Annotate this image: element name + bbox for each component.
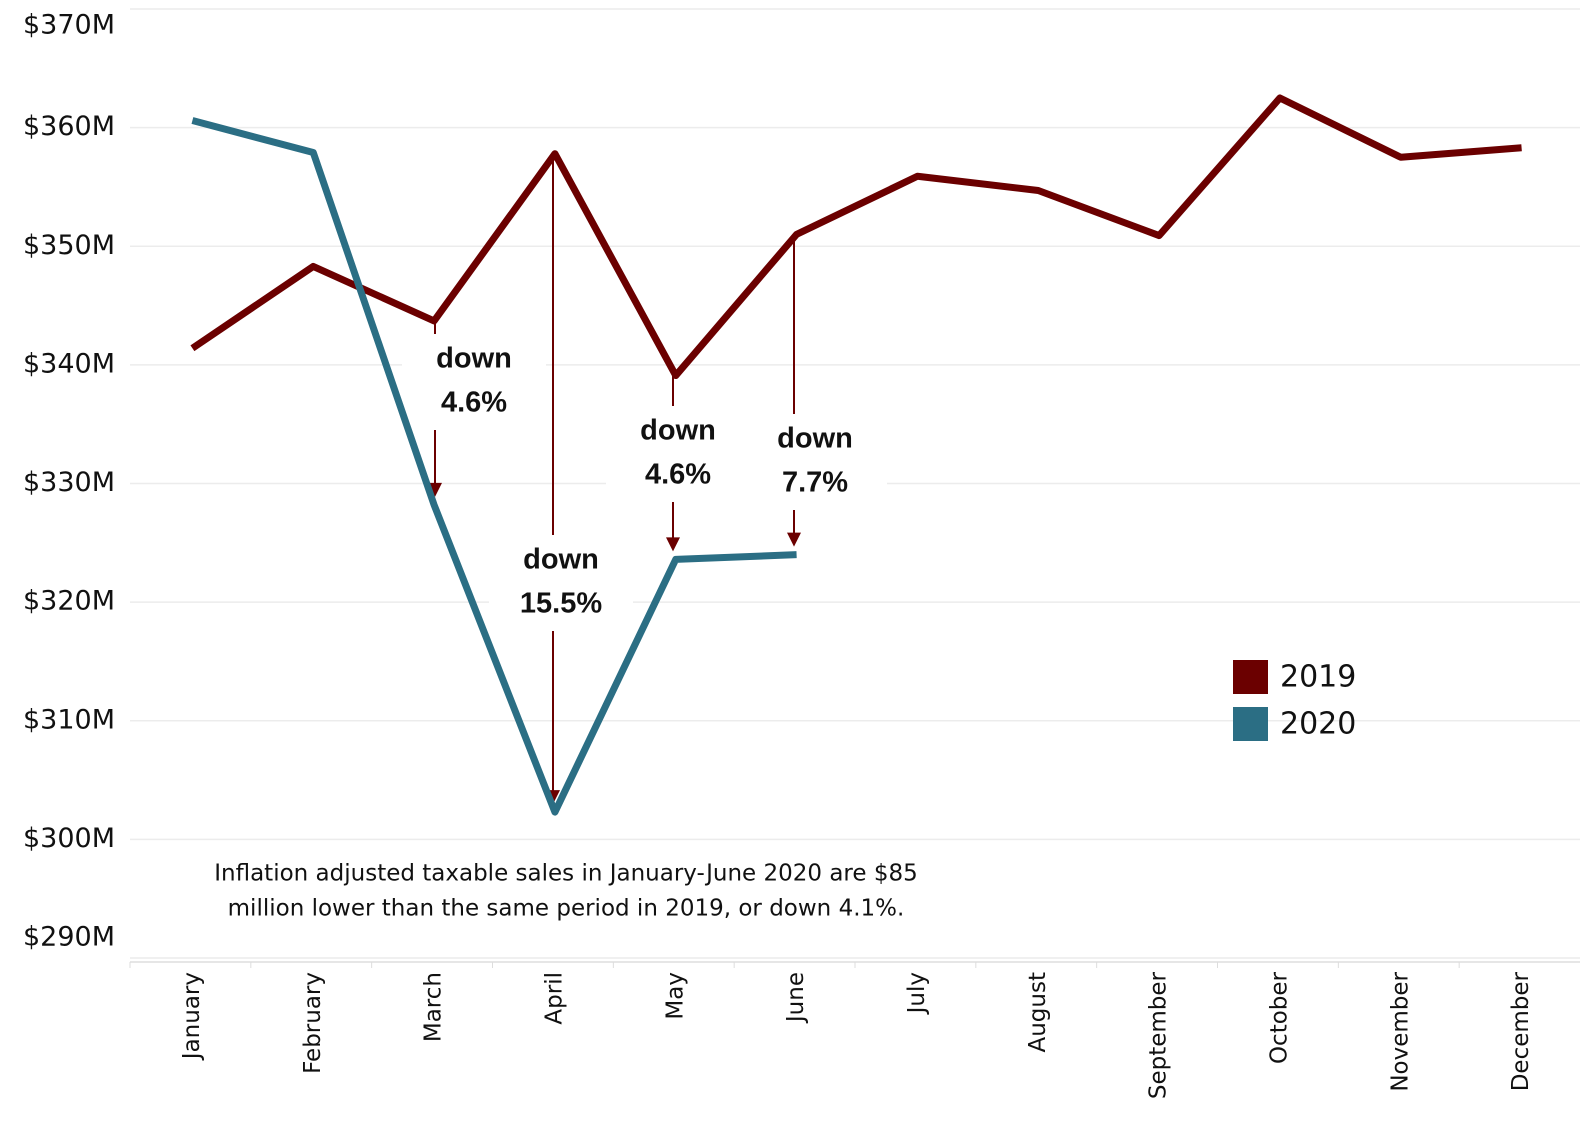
x-tick-label: May bbox=[662, 972, 688, 1020]
x-tick-label: December bbox=[1508, 971, 1534, 1091]
annotation-text: down bbox=[436, 343, 512, 375]
annotation-text: 15.5% bbox=[520, 588, 602, 620]
annotation-text: down bbox=[523, 544, 599, 576]
annotation-bg bbox=[606, 406, 750, 502]
x-tick-label: August bbox=[1025, 972, 1051, 1053]
y-tick-label: $340M bbox=[23, 348, 115, 379]
annotation: down 4.6% bbox=[402, 334, 546, 430]
annotation-arrowhead bbox=[428, 482, 442, 497]
x-tick-label: January bbox=[179, 972, 205, 1061]
annotation-arrowhead bbox=[666, 537, 680, 552]
y-tick-label: $320M bbox=[23, 586, 115, 617]
series-line bbox=[190, 94, 1522, 380]
annotation-arrowhead bbox=[787, 532, 801, 547]
legend-swatch bbox=[1233, 707, 1268, 741]
annotation-text: 7.7% bbox=[782, 467, 848, 499]
annotation-bg bbox=[743, 414, 887, 510]
y-tick-label: $310M bbox=[23, 704, 115, 735]
series-line bbox=[191, 117, 797, 816]
note: million lower than the same period in 20… bbox=[228, 896, 905, 922]
x-tick-label: July bbox=[904, 972, 930, 1015]
x-tick-label: September bbox=[1146, 971, 1172, 1099]
annotation-text: down bbox=[777, 423, 853, 455]
y-tick-label: $360M bbox=[23, 111, 115, 142]
x-tick-label: April bbox=[541, 972, 567, 1025]
annotation-bg bbox=[402, 334, 546, 430]
y-tick-label: $370M bbox=[23, 10, 115, 41]
y-tick-label: $290M bbox=[23, 922, 115, 953]
annotation: down 15.5% bbox=[489, 535, 633, 631]
annotation-text: 4.6% bbox=[441, 387, 507, 419]
note: Inflation adjusted taxable sales in Janu… bbox=[214, 861, 918, 887]
legend-swatch bbox=[1233, 660, 1268, 694]
legend-label: 2020 bbox=[1280, 707, 1356, 742]
x-tick-label: March bbox=[421, 972, 447, 1042]
y-tick-label: $300M bbox=[23, 823, 115, 854]
annotation-text: down bbox=[640, 415, 716, 447]
x-tick-label: November bbox=[1387, 971, 1413, 1091]
annotation-bg bbox=[489, 535, 633, 631]
y-tick-label: $330M bbox=[23, 467, 115, 498]
y-tick-label: $350M bbox=[23, 230, 115, 261]
x-tick-label: February bbox=[300, 972, 326, 1074]
legend-label: 2019 bbox=[1280, 660, 1356, 695]
annotation: down 7.7% bbox=[743, 414, 887, 510]
x-tick-label: October bbox=[1266, 971, 1292, 1064]
annotation: down 4.6% bbox=[606, 406, 750, 502]
annotation-text: 4.6% bbox=[645, 459, 711, 491]
x-tick-label: June bbox=[783, 972, 809, 1024]
